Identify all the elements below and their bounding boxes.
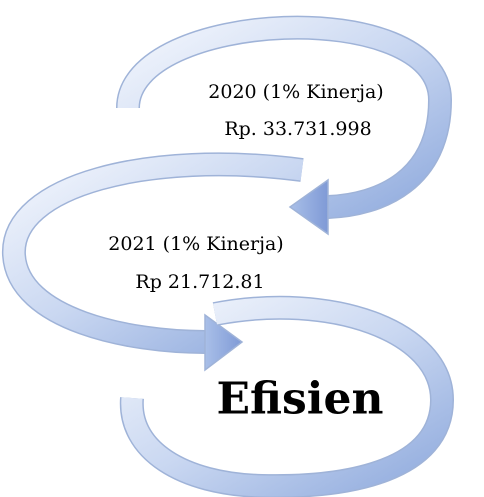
node-amount: Rp 21.712.81 <box>135 271 264 293</box>
arrow-middle <box>2 152 304 372</box>
node-label: Efisien <box>217 374 384 425</box>
node-amount: Rp. 33.731.998 <box>224 118 371 140</box>
node-label: 2020 (1% Kinerja) <box>208 81 383 103</box>
arrow-top <box>116 15 453 236</box>
node-label: 2021 (1% Kinerja) <box>108 233 283 255</box>
arrow-bottom <box>119 295 455 497</box>
